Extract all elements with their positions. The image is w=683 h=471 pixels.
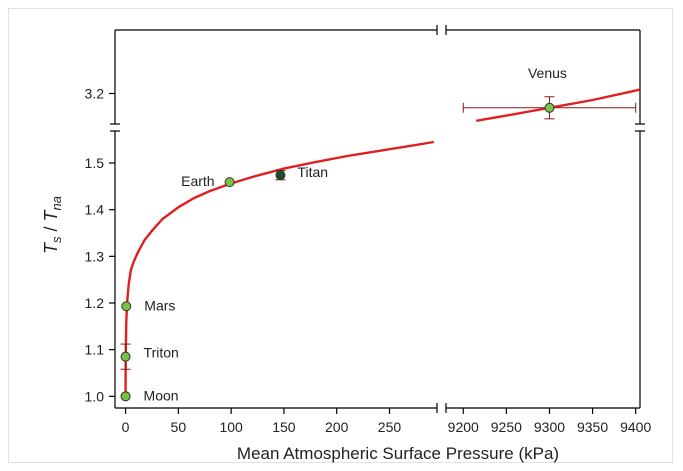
moon-label: Moon xyxy=(144,387,179,403)
y-tick-label: 1.0 xyxy=(85,388,105,404)
earth-point xyxy=(224,177,235,188)
chart-axes: 0 50 100 150 200 250 9200 9250 9300 9350 9400 1.0 1.… xyxy=(85,25,651,435)
x-tick-label: 9200 xyxy=(448,419,479,435)
x-tick-label: 9250 xyxy=(491,419,522,435)
mars-point xyxy=(121,301,132,312)
fit-curve-low xyxy=(124,140,434,397)
y-axis-title: Ts / Tna xyxy=(41,196,64,254)
y-tick-label: 3.2 xyxy=(85,86,105,102)
x-tick-label: 250 xyxy=(378,419,402,435)
y-tick-label: 1.5 xyxy=(85,155,105,171)
titan-label: Titan xyxy=(297,164,328,180)
mars-label: Mars xyxy=(144,297,175,313)
x-tick-label: 9300 xyxy=(534,419,565,435)
venus-point xyxy=(544,102,555,113)
y-axis-title-na: na xyxy=(49,196,64,210)
y-tick-label: 1.2 xyxy=(85,295,105,311)
triton-label: Triton xyxy=(144,345,179,361)
fit-curve-layer xyxy=(124,88,641,397)
y-axis-title-slash: / xyxy=(41,221,61,236)
moon-point xyxy=(120,391,131,402)
x-tick-label: 150 xyxy=(272,419,296,435)
labels-layer: Moon Triton Mars Earth Titan Venus xyxy=(144,65,567,404)
x-tick-label: 200 xyxy=(325,419,349,435)
x-tick-label: 50 xyxy=(171,419,187,435)
y-axis-title-t2: T xyxy=(41,208,61,221)
x-tick-label: 0 xyxy=(122,419,130,435)
earth-label: Earth xyxy=(181,173,214,189)
y-axis-title-s: s xyxy=(49,236,64,243)
y-tick-label: 1.4 xyxy=(85,202,105,218)
y-axis-title-t: T xyxy=(41,241,61,254)
triton-point xyxy=(120,351,131,362)
venus-label: Venus xyxy=(528,65,567,81)
x-tick-label: 100 xyxy=(219,419,243,435)
chart-frame xyxy=(8,8,673,463)
points-layer xyxy=(120,96,637,402)
x-axis-title: Mean Atmospheric Surface Pressure (kPa) xyxy=(237,444,559,463)
y-tick-label: 1.1 xyxy=(85,342,105,358)
titan-point xyxy=(275,170,286,181)
fit-curve-high xyxy=(475,88,641,122)
x-tick-label: 9400 xyxy=(620,419,651,435)
x-tick-label: 9350 xyxy=(577,419,608,435)
y-tick-label: 1.3 xyxy=(85,248,105,264)
